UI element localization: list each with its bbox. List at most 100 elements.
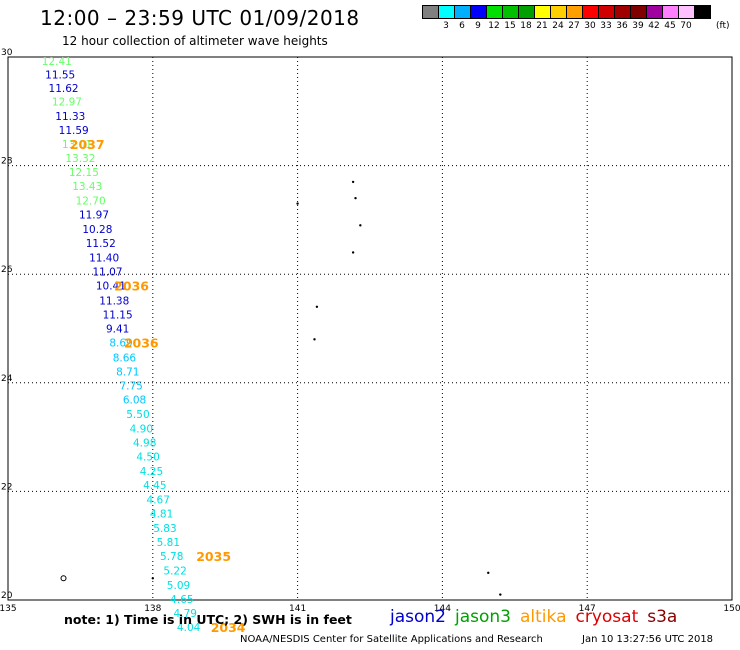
- wave-height-label: 13.01: [62, 139, 92, 151]
- wave-height-label: 4.67: [147, 495, 170, 507]
- wave-height-label: 4.04: [177, 622, 201, 634]
- legend-labels: 3 6 9 12 15 18 21 24 27 30 33 36 39 42 45 70: [422, 19, 710, 33]
- legend-label: 18: [520, 21, 532, 31]
- mission-label: jason2: [390, 607, 446, 627]
- wave-height-label: 11.55: [45, 69, 75, 81]
- wave-height-label: 12.97: [52, 97, 82, 109]
- plot-frame: [7, 56, 733, 601]
- legend-label: 24: [552, 21, 564, 31]
- mission-legend: jason2 jason3 altika cryosat s3a: [390, 607, 686, 627]
- island-speck: [315, 305, 319, 308]
- legend-label: 15: [504, 21, 516, 31]
- y-tick-label: 22: [1, 482, 12, 492]
- legend-swatches: [422, 5, 711, 19]
- color-legend: 3 6 9 12 15 18 21 24 27 30 33 36 39 42 45 70: [422, 5, 711, 33]
- wave-height-label: 4.90: [130, 423, 153, 435]
- chart-subtitle: 12 hour collection of altimeter wave hei…: [62, 34, 328, 48]
- legend-unit: (ft): [716, 21, 730, 31]
- island-speck: [351, 180, 355, 184]
- timestamp: Jan 10 13:27:56 UTC 2018: [582, 634, 714, 645]
- wave-height-label: 8.66: [113, 352, 137, 364]
- time-label: 2035: [196, 549, 231, 564]
- island-speck: [313, 338, 316, 341]
- wave-height-label: 4.65: [170, 594, 193, 606]
- legend-label: 27: [568, 21, 580, 31]
- wave-height-label: 10.41: [96, 281, 126, 293]
- time-label: 2034: [211, 620, 246, 635]
- wave-height-label: 4.79: [174, 608, 197, 620]
- time-label: 2037: [70, 137, 105, 152]
- wave-height-label: 11.40: [89, 252, 119, 264]
- y-tick-label: 26: [1, 265, 13, 275]
- wave-height-label: 11.62: [49, 83, 79, 95]
- legend-label: 39: [632, 21, 644, 31]
- legend-swatch: [694, 5, 711, 19]
- wave-height-label: 13.43: [72, 181, 102, 193]
- wave-height-label: 4.81: [150, 509, 173, 521]
- legend-label: 21: [536, 21, 548, 31]
- footnote: note: 1) Time is in UTC; 2) SWH is in fe…: [64, 612, 352, 627]
- wave-height-label: 6.08: [123, 395, 146, 407]
- mission-label: cryosat: [575, 607, 639, 627]
- legend-label: 42: [648, 21, 660, 31]
- wave-height-label: 5.50: [126, 409, 149, 421]
- legend-label: 70: [680, 21, 692, 31]
- legend-label: 30: [584, 21, 596, 31]
- island-speck: [296, 202, 299, 205]
- wave-height-label: 12.70: [76, 195, 106, 207]
- island-speck: [487, 571, 490, 575]
- mission-label: altika: [520, 607, 567, 627]
- island-speck: [359, 224, 362, 227]
- island-speck: [151, 577, 154, 580]
- wave-height-label: 8.69: [109, 338, 132, 350]
- credit-text: NOAA/NESDIS Center for Satellite Applica…: [240, 634, 543, 645]
- wave-height-label: 11.38: [99, 295, 129, 307]
- legend-label: 36: [616, 21, 628, 31]
- y-tick-label: 28: [1, 157, 13, 167]
- wave-height-label: 5.78: [160, 551, 183, 563]
- wave-height-label: 11.15: [103, 309, 133, 321]
- wave-height-label: 11.97: [79, 209, 109, 221]
- wave-height-label: 5.09: [167, 580, 190, 592]
- y-tick-label: 24: [1, 374, 13, 384]
- wave-height-label: 12.41: [42, 56, 72, 68]
- legend-label: 9: [475, 21, 481, 31]
- wave-height-label: 11.33: [55, 111, 85, 123]
- legend-label: 45: [664, 21, 676, 31]
- x-tick-label: 147: [579, 604, 596, 614]
- island-speck: [499, 593, 502, 596]
- wave-height-label: 5.83: [153, 523, 176, 535]
- wave-height-label: 5.81: [157, 537, 180, 549]
- wave-height-label: 4.45: [143, 480, 166, 492]
- wave-height-label: 11.59: [59, 125, 89, 137]
- wave-height-label: 4.50: [136, 452, 159, 464]
- wave-height-label: 7.75: [119, 381, 142, 393]
- wave-height-label: 8.71: [116, 366, 139, 378]
- legend-label: 3: [443, 21, 449, 31]
- y-tick-label: 30: [1, 48, 13, 58]
- wave-height-label: 10.28: [82, 224, 112, 236]
- wave-height-label: 9.41: [106, 324, 129, 336]
- time-label: 2036: [124, 336, 159, 351]
- wave-height-label: 13.32: [65, 153, 95, 165]
- legend-label: 12: [488, 21, 500, 31]
- x-tick-label: 150: [723, 604, 740, 614]
- x-tick-label: 144: [434, 604, 451, 614]
- x-tick-label: 135: [0, 604, 17, 614]
- wave-height-label: 4.98: [133, 438, 156, 450]
- island-ring: [60, 575, 67, 582]
- x-tick-label: 141: [289, 604, 306, 614]
- wave-height-label: 11.07: [92, 266, 122, 278]
- legend-label: 6: [459, 21, 465, 31]
- mission-label: jason3: [455, 607, 511, 627]
- mission-label: s3a: [647, 607, 678, 627]
- wave-height-label: 4.25: [140, 466, 163, 478]
- wave-height-label: 11.52: [86, 238, 116, 250]
- wave-height-label: 12.15: [69, 167, 99, 179]
- legend-label: 33: [600, 21, 612, 31]
- island-speck: [354, 196, 357, 200]
- wave-height-label: 5.22: [163, 566, 186, 578]
- island-speck: [351, 251, 355, 254]
- x-tick-label: 138: [144, 604, 161, 614]
